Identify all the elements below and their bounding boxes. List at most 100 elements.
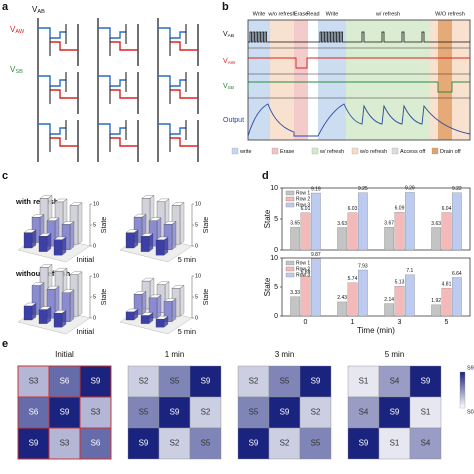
- label: VAB: [223, 31, 234, 39]
- cell-label: S2: [170, 439, 180, 448]
- phase-label: Read: [306, 11, 319, 17]
- z-label: State: [203, 289, 210, 305]
- heatmap-cell: [79, 396, 112, 429]
- transistor: [158, 123, 186, 135]
- bar-side: [179, 285, 185, 317]
- x-label: Initial: [76, 255, 94, 264]
- y-tick-label: 5: [274, 216, 278, 223]
- cell-label: S6: [91, 439, 101, 448]
- bar: [441, 287, 452, 317]
- heatmap-cell: [347, 365, 380, 398]
- value-label: 7.93: [358, 263, 368, 269]
- x-tick-label: 3: [398, 319, 402, 326]
- transistor: [170, 41, 198, 51]
- phase-label: w/o refresh: [267, 11, 295, 17]
- transistor: [158, 75, 186, 87]
- heatmap-cell: [158, 365, 191, 398]
- x-label: Initial: [76, 327, 94, 336]
- label: VAB: [32, 5, 45, 15]
- legend-label: Row 2: [296, 196, 310, 202]
- cell-label: S3: [91, 408, 101, 417]
- legend-label: Row 1: [296, 260, 310, 266]
- z-tick-label: 0: [195, 243, 198, 249]
- y-tick-label: 10: [270, 185, 278, 192]
- z-tick-label: 0: [195, 315, 198, 321]
- z-label: State: [101, 217, 108, 233]
- heatmap-cell: [127, 396, 160, 429]
- bar: [384, 227, 395, 251]
- legend-label: Drain off: [440, 149, 461, 155]
- label-sub: AW: [228, 60, 236, 66]
- label-sub: AB: [37, 9, 45, 15]
- transistor: [110, 137, 138, 147]
- colorbar-bottom: S0: [467, 409, 474, 415]
- value-label: 7.1: [406, 268, 413, 274]
- cell-label: S6: [60, 377, 70, 386]
- phase-label: w/ refresh: [375, 11, 400, 17]
- cell-label: S2: [139, 377, 149, 386]
- legend-label: Access off: [400, 149, 426, 155]
- bar-side: [171, 298, 177, 323]
- heatmap-title: 3 min: [275, 350, 295, 359]
- x-tick-label: 0: [304, 319, 308, 326]
- cell-label: S9: [91, 377, 101, 386]
- heatmap-cell: [48, 365, 81, 398]
- y-tick-label: 10: [270, 255, 278, 262]
- legend-label: Row 1: [296, 190, 310, 196]
- label: Output: [223, 117, 244, 124]
- heatmap-cell: [17, 365, 50, 398]
- bar-side: [77, 202, 83, 245]
- bar: [337, 301, 348, 317]
- cell-label: S2: [249, 377, 259, 386]
- value-label: 3.67: [384, 221, 394, 227]
- z-tick-label: 10: [93, 273, 99, 279]
- transistor: [158, 27, 186, 39]
- legend-label: w/o refresh: [359, 149, 387, 155]
- legend-label: Row 2: [296, 266, 310, 272]
- legend-swatch: [431, 147, 439, 155]
- heatmap-cell: [409, 396, 442, 429]
- transistor: [38, 123, 66, 135]
- cell-label: S5: [280, 377, 290, 386]
- bar-side: [31, 229, 37, 249]
- heatmap-cell: [268, 365, 301, 398]
- y-tick-label: 5: [274, 284, 278, 291]
- legend-swatch: [285, 266, 295, 272]
- value-label: 9.22: [452, 186, 462, 192]
- heatmap-cell: [79, 427, 112, 460]
- bar: [431, 227, 442, 251]
- cell-label: S9: [170, 408, 180, 417]
- bar: [125, 232, 135, 249]
- bar: [300, 212, 311, 251]
- transistor: [50, 41, 78, 51]
- cell-label: S5: [139, 408, 149, 417]
- label-main: Output: [223, 117, 244, 124]
- heatmap-title: Initial: [55, 350, 74, 359]
- bar: [140, 315, 150, 324]
- transistor: [170, 137, 198, 147]
- transistor: [98, 123, 126, 135]
- transistor: [110, 89, 138, 99]
- label: VSB: [223, 83, 234, 91]
- label: VAW: [223, 58, 236, 66]
- cell-label: S2: [311, 408, 321, 417]
- transistor: [38, 27, 66, 39]
- legend-label: write: [239, 149, 252, 155]
- bar: [310, 258, 321, 317]
- label: VSB: [10, 65, 23, 75]
- heatmap-cell: [158, 427, 191, 460]
- bar: [53, 313, 63, 328]
- value-label: 6.01: [301, 206, 311, 212]
- panel-letter: d: [262, 170, 269, 182]
- bar: [290, 227, 301, 251]
- bar-side: [46, 232, 52, 252]
- bar: [357, 192, 368, 251]
- heatmap-cell: [409, 365, 442, 398]
- phase-label: Erase: [294, 11, 308, 17]
- phase-band: [438, 20, 452, 140]
- legend-swatch: [311, 147, 319, 155]
- heatmap-cell: [378, 427, 411, 460]
- label-sub: SB: [15, 69, 23, 75]
- wave-vab: [248, 31, 470, 43]
